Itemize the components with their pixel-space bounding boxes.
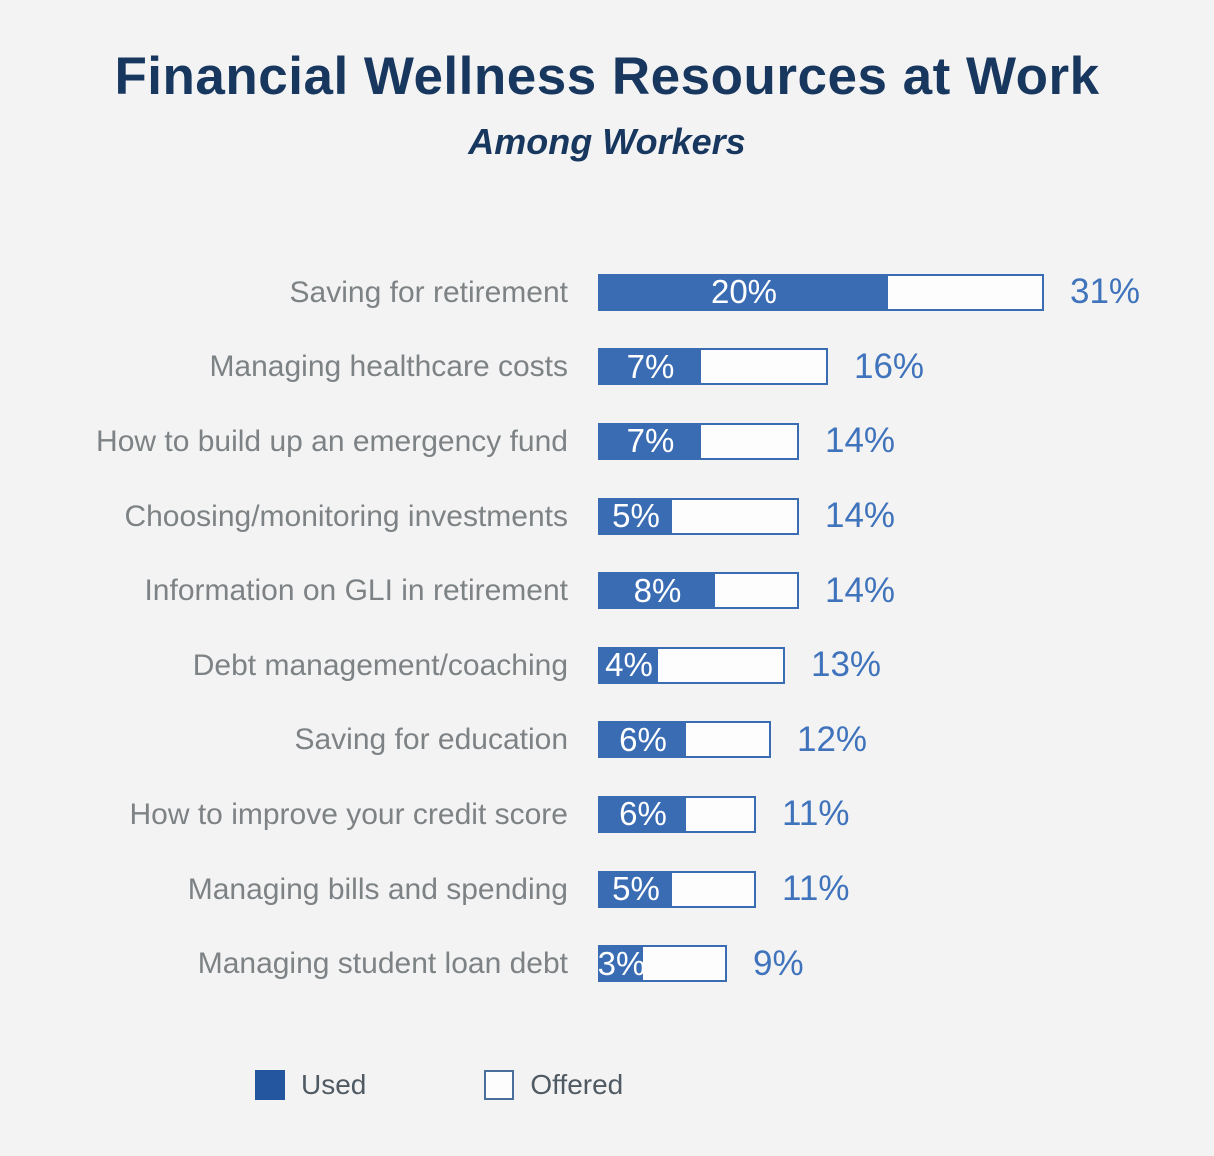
offered-value-label: 11% (782, 869, 850, 909)
category-label: Managing student loan debt (197, 947, 568, 981)
offered-bar: 4% (598, 646, 785, 684)
offered-swatch-icon (484, 1069, 515, 1100)
offered-bar: 6% (598, 795, 756, 833)
category-label: How to build up an emergency fund (96, 424, 568, 458)
used-value-label: 20% (710, 273, 778, 311)
chart-row: Choosing/monitoring investments 5% 14% (0, 479, 1214, 554)
offered-value-label: 12% (797, 719, 868, 759)
offered-value-label: 31% (1070, 272, 1141, 312)
chart-row: Managing student loan debt 3% 9% (0, 926, 1214, 1001)
offered-value-label: 16% (854, 346, 925, 386)
offered-bar: 7% (598, 347, 828, 386)
bar-group: 20% 31% (598, 272, 1140, 312)
legend-item-offered: Offered (484, 1069, 623, 1101)
category-label: Information on GLI in retirement (144, 574, 568, 608)
bar-group: 5% 14% (598, 496, 895, 536)
chart-title: Financial Wellness Resources at Work (114, 47, 1100, 106)
bar-chart: Saving for retirement 20% 31% Managing heal… (0, 255, 1214, 1001)
used-value-label: 5% (612, 497, 660, 535)
offered-bar: 5% (598, 870, 756, 908)
bar-group: 3% 9% (598, 944, 804, 984)
used-bar: 3% (597, 944, 646, 982)
chart-row: Saving for retirement 20% 31% (0, 255, 1214, 330)
used-bar: 6% (600, 795, 686, 833)
used-bar: 20% (600, 273, 888, 311)
category-label: Choosing/monitoring investments (124, 499, 568, 533)
used-bar: 6% (600, 720, 686, 758)
category-label: Saving for retirement (289, 275, 568, 309)
used-bar: 7% (600, 347, 701, 385)
used-value-label: 7% (626, 347, 675, 385)
used-bar: 4% (600, 646, 658, 684)
chart-legend: Used Offered (255, 1069, 1214, 1101)
used-value-label: 4% (605, 646, 653, 684)
offered-value-label: 9% (753, 943, 804, 983)
used-value-label: 6% (619, 795, 667, 833)
used-value-label: 7% (626, 422, 675, 460)
offered-bar: 8% (598, 571, 799, 610)
chart-row: Debt management/coaching 4% 13% (0, 628, 1214, 703)
offered-bar: 5% (598, 497, 799, 535)
offered-bar: 7% (598, 422, 799, 460)
chart-row: How to improve your credit score 6% 11% (0, 777, 1214, 852)
offered-bar: 20% (598, 273, 1044, 311)
chart-row: Information on GLI in retirement 8% 14% (0, 553, 1214, 628)
used-value-label: 5% (612, 870, 660, 908)
category-label: Debt management/coaching (192, 648, 568, 682)
bar-group: 4% 13% (598, 645, 881, 685)
bar-group: 6% 11% (598, 794, 849, 834)
offered-bar: 6% (598, 720, 771, 759)
chart-page: Financial Wellness Resources at Work Amo… (0, 47, 1214, 1101)
legend-offered-label: Offered (530, 1068, 624, 1100)
offered-value-label: 13% (811, 645, 882, 685)
used-bar: 5% (600, 870, 672, 908)
bar-group: 6% 12% (598, 720, 867, 760)
category-label: Saving for education (294, 723, 568, 757)
offered-value-label: 14% (825, 421, 896, 461)
offered-value-label: 14% (825, 570, 896, 610)
used-value-label: 6% (619, 720, 667, 758)
used-bar: 8% (600, 571, 715, 609)
legend-item-used: Used (255, 1069, 366, 1101)
used-swatch-icon (255, 1069, 285, 1100)
chart-row: Managing healthcare costs 7% 16% (0, 330, 1214, 405)
category-label: Managing healthcare costs (209, 350, 568, 384)
category-label: How to improve your credit score (129, 797, 569, 831)
bar-group: 7% 14% (598, 421, 895, 461)
chart-subtitle: Among Workers (468, 121, 746, 162)
bar-group: 7% 16% (598, 347, 924, 387)
chart-row: Managing bills and spending 5% 11% (0, 852, 1214, 927)
legend-used-label: Used (301, 1068, 367, 1100)
chart-row: How to build up an emergency fund 7% 14% (0, 404, 1214, 479)
offered-bar: 3% (597, 944, 727, 983)
bar-group: 8% 14% (598, 571, 895, 611)
category-label: Managing bills and spending (187, 872, 568, 906)
used-bar: 5% (600, 497, 672, 535)
used-value-label: 3% (597, 944, 646, 982)
chart-row: Saving for education 6% 12% (0, 703, 1214, 778)
bar-group: 5% 11% (598, 869, 849, 909)
used-value-label: 8% (633, 571, 682, 609)
offered-value-label: 14% (825, 496, 896, 536)
offered-value-label: 11% (782, 794, 850, 834)
used-bar: 7% (600, 422, 701, 460)
